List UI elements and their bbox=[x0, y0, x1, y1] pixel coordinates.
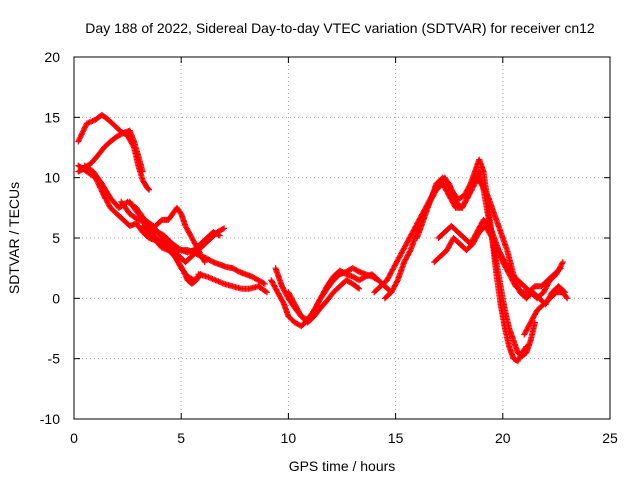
y-tick-label: 15 bbox=[44, 109, 60, 125]
series-trace bbox=[140, 223, 267, 287]
series-sat-7 bbox=[139, 222, 268, 287]
data-point bbox=[75, 138, 82, 145]
series-trace bbox=[76, 128, 146, 174]
x-tick-label: 25 bbox=[602, 430, 618, 446]
series-sat-9 bbox=[195, 271, 270, 296]
series-trace bbox=[286, 265, 381, 323]
y-tick-label: 20 bbox=[44, 49, 60, 65]
series-sat-17 bbox=[435, 216, 564, 296]
series-sat-8 bbox=[152, 204, 208, 266]
x-axis-label: GPS time / hours bbox=[289, 458, 396, 474]
y-tick-label: -5 bbox=[48, 351, 61, 367]
y-axis-label: SDTVAR / TECUs bbox=[6, 182, 22, 294]
x-tick-label: 15 bbox=[388, 430, 404, 446]
x-tick-label: 5 bbox=[177, 430, 185, 446]
series-trace bbox=[196, 271, 269, 295]
axis-ticks: 0 5 10 15 20 25 -10 -5 0 5 10 15 20 bbox=[40, 49, 618, 446]
x-tick-label: 20 bbox=[495, 430, 511, 446]
series-sat-12 bbox=[285, 265, 382, 324]
y-tick-label: 10 bbox=[44, 170, 60, 186]
y-tick-label: 5 bbox=[52, 230, 60, 246]
series-sat-18 bbox=[521, 289, 571, 338]
series-trace bbox=[436, 217, 563, 296]
y-tick-label: 0 bbox=[52, 290, 60, 306]
series-trace bbox=[153, 206, 208, 264]
x-tick-label: 0 bbox=[70, 430, 78, 446]
series-sat-2 bbox=[75, 127, 146, 175]
chart-title: Day 188 of 2022, Sidereal Day-to-day VTE… bbox=[85, 20, 595, 36]
y-tick-label: -10 bbox=[40, 411, 60, 427]
data-series bbox=[75, 111, 571, 365]
series-trace bbox=[522, 289, 570, 337]
x-tick-label: 10 bbox=[281, 430, 297, 446]
data-point bbox=[201, 259, 208, 266]
